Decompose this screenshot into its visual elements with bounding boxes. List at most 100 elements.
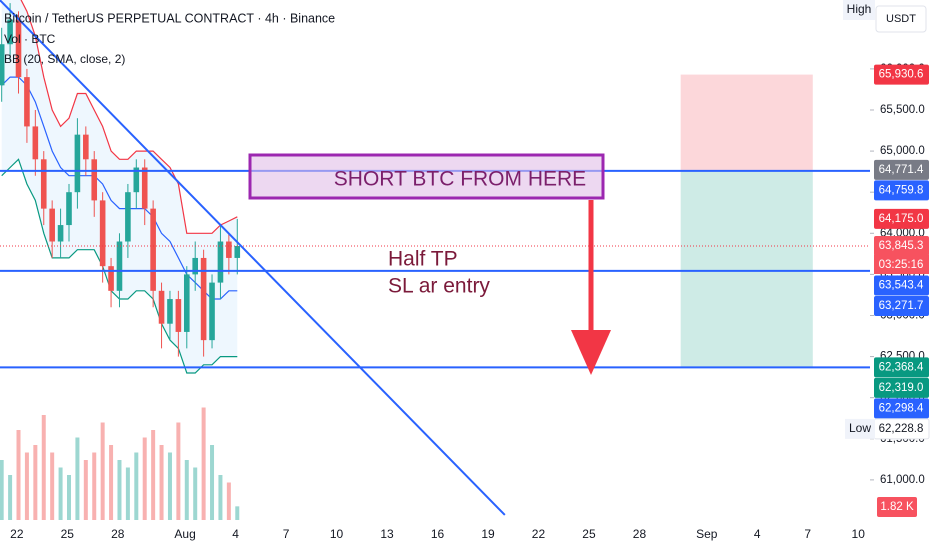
volume-bar bbox=[100, 422, 105, 520]
candle-body bbox=[99, 200, 106, 267]
position-target-zone bbox=[680, 170, 813, 368]
volume-bar bbox=[125, 467, 130, 520]
candle-body bbox=[7, 19, 13, 45]
candle-body bbox=[158, 290, 165, 324]
volume-bar bbox=[142, 437, 147, 520]
price-badge bbox=[874, 398, 929, 419]
high-badge bbox=[843, 0, 875, 20]
volume-bar bbox=[0, 460, 4, 520]
candle-body bbox=[108, 266, 114, 291]
x-tick-label: 19 bbox=[481, 527, 495, 541]
volume-bar bbox=[226, 482, 231, 520]
price-badge bbox=[874, 377, 929, 398]
volume-bar bbox=[151, 430, 156, 520]
currency-button[interactable] bbox=[875, 5, 927, 33]
price-badge bbox=[874, 236, 929, 257]
volume-bar bbox=[50, 452, 55, 520]
price-badge-label: 64,175.0 bbox=[879, 213, 924, 225]
volume-bar bbox=[184, 460, 189, 520]
candle-body bbox=[74, 134, 81, 193]
x-tick-label: 16 bbox=[431, 527, 445, 541]
bb-bb_mid bbox=[1, 76, 238, 300]
volume-bar bbox=[109, 445, 114, 520]
volume-bar bbox=[24, 452, 29, 520]
candle-body bbox=[125, 192, 131, 242]
volume-badge-label: 1.82 K bbox=[880, 501, 914, 513]
price-badge-label: 63,845.3 bbox=[879, 240, 924, 252]
x-tick-label: Sep bbox=[696, 527, 718, 541]
y-tick-label: 61,000.0 bbox=[880, 474, 925, 486]
candle-body bbox=[91, 159, 98, 201]
price-badge bbox=[874, 64, 929, 85]
candle-body bbox=[83, 134, 89, 160]
y-tick-label: 65,500.0 bbox=[880, 104, 925, 116]
candle-body bbox=[32, 126, 39, 160]
candle-body bbox=[15, 19, 22, 78]
x-tick-label: 4 bbox=[232, 527, 239, 541]
candle-body bbox=[226, 241, 232, 258]
bb-fill bbox=[1, 0, 238, 374]
price-badge-label: 63,543.4 bbox=[879, 280, 924, 292]
x-tick-label: 22 bbox=[10, 527, 24, 541]
annotation-note: Half TP bbox=[388, 248, 458, 271]
volume-bar bbox=[92, 452, 97, 520]
countdown-badge bbox=[874, 255, 929, 275]
high-label: High bbox=[847, 2, 872, 16]
price-badge-label: 64,771.4 bbox=[879, 164, 924, 176]
volume-bar bbox=[75, 437, 80, 520]
candle-body bbox=[66, 192, 72, 226]
volume-bar bbox=[218, 475, 223, 520]
x-tick-label: 13 bbox=[380, 527, 394, 541]
countdown-label: 03:25:16 bbox=[879, 259, 924, 271]
candle-body bbox=[167, 299, 173, 324]
annotations: SHORT BTC FROM HERE Half TP SL ar entry bbox=[248, 153, 611, 375]
y-tick-label: 65,000.0 bbox=[880, 145, 925, 157]
price-badge-label: 62,228.8 bbox=[879, 423, 924, 435]
price-axis bbox=[870, 0, 932, 550]
currency-label[interactable]: USDT bbox=[886, 13, 916, 25]
indicator-label: Vol · BTC bbox=[4, 32, 56, 46]
x-tick-label: 28 bbox=[111, 527, 125, 541]
candle-body bbox=[200, 257, 207, 341]
x-tick-label: Aug bbox=[174, 527, 195, 541]
annotation-box bbox=[248, 153, 605, 200]
x-tick-label: 28 bbox=[633, 527, 647, 541]
volume-bar bbox=[176, 422, 181, 520]
volume-bar bbox=[235, 506, 240, 520]
low-label: Low bbox=[849, 421, 871, 435]
candle-body bbox=[24, 77, 30, 127]
volume-bar bbox=[159, 445, 164, 520]
candle-body bbox=[217, 241, 224, 283]
arrow-head bbox=[571, 330, 611, 375]
x-tick-label: 25 bbox=[582, 527, 596, 541]
price-badge bbox=[874, 180, 929, 201]
chart-title: Bitcoin / TetherUS PERPETUAL CONTRACT · … bbox=[4, 11, 335, 25]
candle-body bbox=[192, 257, 199, 275]
x-tick-label: 22 bbox=[532, 527, 546, 541]
volume-bar bbox=[210, 445, 215, 520]
annotation-box-text: SHORT BTC FROM HERE bbox=[334, 168, 586, 191]
plot-area bbox=[0, 0, 870, 520]
time-axis bbox=[0, 520, 870, 550]
price-badge bbox=[874, 275, 929, 296]
x-tick-label: 7 bbox=[804, 527, 811, 541]
volume-bar bbox=[16, 430, 21, 520]
x-tick-label: 10 bbox=[852, 527, 866, 541]
volume-bar bbox=[41, 415, 46, 520]
candle-body bbox=[209, 282, 215, 341]
candle-body bbox=[49, 208, 55, 242]
volume-bar bbox=[167, 452, 172, 520]
price-badge-label: 62,298.4 bbox=[879, 402, 924, 414]
volume-bar bbox=[58, 467, 63, 520]
candle-body bbox=[183, 274, 190, 332]
price-badge-label: 63,271.7 bbox=[879, 300, 924, 312]
volume-bar bbox=[201, 407, 206, 520]
price-badge bbox=[874, 296, 929, 317]
volume-bar bbox=[83, 460, 88, 520]
price-badge bbox=[874, 208, 929, 229]
candle-body bbox=[141, 167, 148, 209]
price-badge-label: 62,368.4 bbox=[879, 361, 924, 373]
bb-bb_upper bbox=[20, 0, 238, 234]
volume-badge bbox=[877, 497, 917, 517]
indicator-label: BB (20, SMA, close, 2) bbox=[4, 52, 125, 66]
